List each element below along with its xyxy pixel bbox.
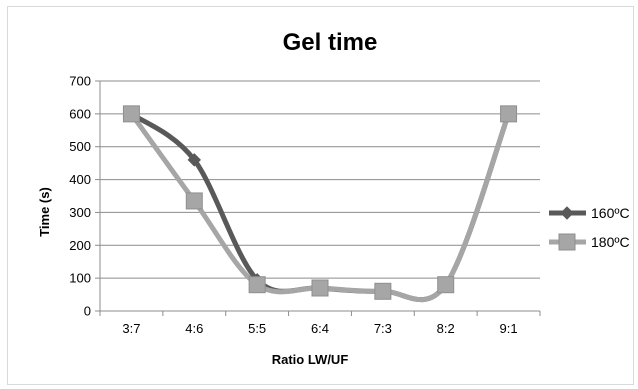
series-lines	[122, 105, 518, 303]
data-point	[500, 105, 518, 123]
x-tick-label: 6:4	[311, 321, 329, 336]
series-1	[122, 105, 518, 303]
y-axis-label: Time (s)	[37, 187, 52, 237]
legend-label: 160ºC	[591, 205, 630, 221]
y-tick-labels: 0 100 200 300 400 500 600 700	[69, 74, 91, 319]
data-point	[187, 153, 201, 167]
y-tick-label: 200	[69, 238, 91, 253]
data-point	[122, 105, 140, 123]
y-tick-label: 300	[69, 205, 91, 220]
y-tick-label: 500	[69, 139, 91, 154]
x-tick-label: 5:5	[248, 321, 266, 336]
chart-title: Gel time	[283, 29, 378, 56]
y-tick-label: 600	[69, 106, 91, 121]
legend-marker	[558, 233, 576, 251]
data-point	[374, 282, 392, 300]
legend-marker	[560, 206, 574, 220]
y-tick-label: 100	[69, 271, 91, 286]
data-point	[437, 276, 455, 294]
gridlines	[100, 80, 540, 279]
data-point	[185, 192, 203, 210]
data-point	[248, 276, 266, 294]
legend: 160ºC 180ºC	[549, 205, 630, 251]
x-tick-label: 4:6	[185, 321, 203, 336]
legend-item: 160ºC	[549, 205, 630, 221]
y-tick-label: 400	[69, 172, 91, 187]
x-tick-label: 3:7	[122, 321, 140, 336]
data-point	[311, 279, 329, 297]
x-tick-label: 7:3	[374, 321, 392, 336]
y-tick-label: 700	[69, 74, 91, 89]
x-tick-label: 9:1	[500, 321, 518, 336]
x-axis-label: Ratio LW/UF	[272, 352, 349, 367]
axes	[95, 80, 541, 316]
legend-label: 180ºC	[591, 234, 630, 250]
y-tick-label: 0	[84, 304, 91, 319]
x-tick-label: 8:2	[437, 321, 455, 336]
x-tick-labels: 3:7 4:6 5:5 6:4 7:3 8:2 9:1	[122, 321, 517, 336]
chart-frame	[7, 6, 634, 385]
legend-item: 180ºC	[549, 233, 630, 251]
